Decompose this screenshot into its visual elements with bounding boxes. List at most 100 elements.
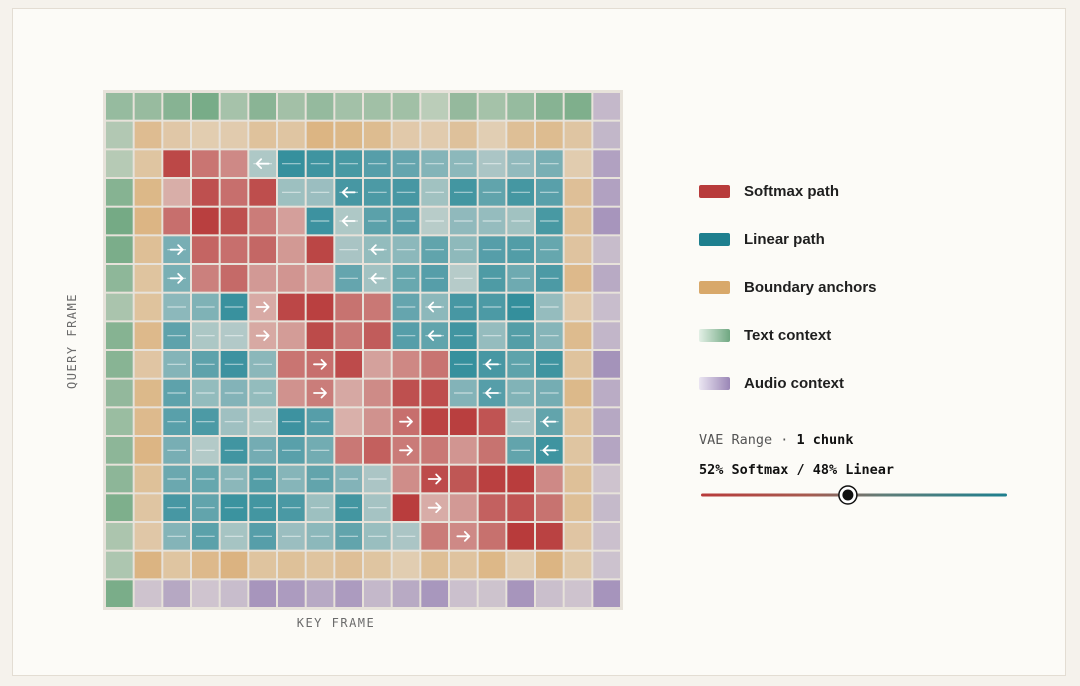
mask-cell [564,121,592,149]
mask-cell [564,580,592,607]
mask-cell [106,322,133,349]
mask-cell [106,121,133,149]
mask-cell [392,379,420,407]
mask-cell [335,293,362,321]
mask-cell [106,580,133,607]
arrow-right-icon [456,530,471,542]
mask-cell [564,322,592,349]
mask-cell [564,523,592,550]
mask-cell [106,293,133,321]
mask-cell [106,265,133,292]
mask-cell [134,293,162,321]
mask-cell [163,207,190,235]
mask-cell [192,265,219,292]
mask-cell [450,494,477,521]
mask-cell [593,236,620,263]
mask-cell [106,93,133,120]
mask-cell [450,580,477,607]
mask-cell [220,551,248,579]
mask-cell [536,580,563,607]
mask-cell [421,437,448,464]
mask-cell [507,494,534,521]
mask-cell [564,236,592,263]
mask-cell [536,494,563,521]
arrow-left-icon [485,358,499,370]
mask-cell [450,437,477,464]
mask-cell [106,379,133,407]
mask-cell [593,179,620,206]
slider-thumb[interactable] [838,485,858,505]
mask-cell [306,293,334,321]
mix-slider[interactable] [699,484,1009,506]
mask-cell [278,580,305,607]
mask-cell [564,408,592,435]
arrow-right-icon [399,444,413,456]
mask-cell [478,551,506,579]
mask-cell [134,93,162,120]
text-context-swatch [699,329,730,342]
mask-cell [278,121,305,149]
mask-cell [220,207,248,235]
mask-cell [335,580,362,607]
mask-cell [220,179,248,206]
mask-cell [593,322,620,349]
vae-range-prefix: VAE Range · [699,432,797,448]
mask-cell [220,150,248,177]
mask-cell [450,465,477,493]
mask-cell [392,351,420,378]
mask-cell [364,437,391,464]
arrow-right-icon [313,358,327,370]
mask-cell [536,93,563,120]
mask-cell [564,494,592,521]
mask-cell [134,150,162,177]
mask-cell [106,351,133,378]
legend-label: Audio context [744,375,844,392]
arrow-right-icon [255,330,270,342]
mask-cell [593,121,620,149]
arrow-left-icon [542,416,557,428]
mask-cell [134,265,162,292]
mask-cell [220,93,248,120]
mask-cell [249,236,276,263]
mask-cell [364,351,391,378]
mask-cell [421,580,448,607]
mask-cell [392,121,420,149]
mask-cell [278,351,305,378]
boundary-swatch [699,281,730,294]
y-axis-label: QUERY FRAME [65,293,79,389]
mask-cell [306,265,334,292]
mask-cell [220,236,248,263]
mask-cell [593,93,620,120]
mask-cell [421,523,448,550]
mask-cell [392,93,420,120]
mask-cell [507,551,534,579]
figure-panel [12,8,1066,676]
mask-cell [106,551,133,579]
mask-cell [364,121,391,149]
mask-cell [134,523,162,550]
mask-cell [192,207,219,235]
mask-cell [220,580,248,607]
mask-cell [450,93,477,120]
mask-cell [507,580,534,607]
mask-cell [106,207,133,235]
mask-cell [335,93,362,120]
mask-cell [163,150,190,177]
mask-cell [106,494,133,521]
mask-cell [364,93,391,120]
mask-cell [364,551,391,579]
mask-cell [106,408,133,435]
mask-cell [306,580,334,607]
mask-cell [593,379,620,407]
arrow-left-icon [542,444,557,456]
mask-cell [192,580,219,607]
mask-cell [278,379,305,407]
mask-cell [507,523,534,550]
mask-cell [278,265,305,292]
mask-cell [278,293,305,321]
mask-cell [564,551,592,579]
arrow-left-icon [370,244,385,256]
mask-cell [421,351,448,378]
mask-cell [421,379,448,407]
mask-cell [134,494,162,521]
